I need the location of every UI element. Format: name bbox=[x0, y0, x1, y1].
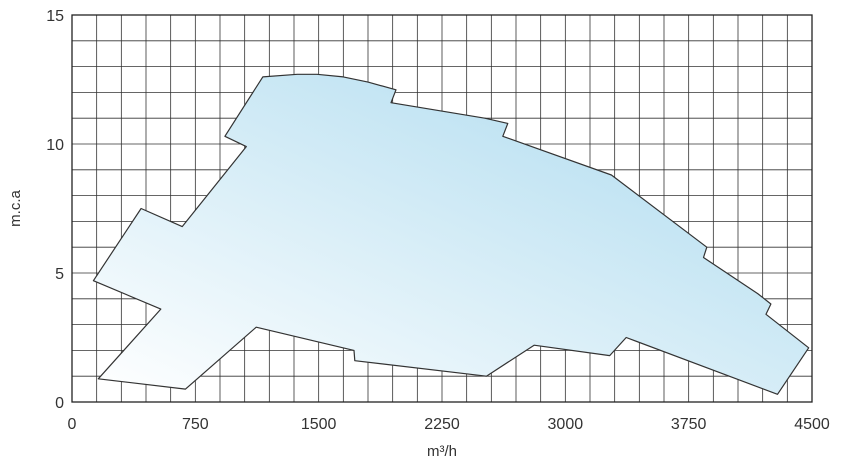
x-tick-label: 0 bbox=[68, 416, 77, 433]
x-tick-label: 3750 bbox=[671, 416, 707, 433]
x-tick-label: 750 bbox=[182, 416, 209, 433]
x-tick-label: 2250 bbox=[424, 416, 460, 433]
y-axis-label: m.c.a bbox=[7, 190, 24, 227]
x-tick-label: 4500 bbox=[794, 416, 830, 433]
y-tick-label: 5 bbox=[55, 266, 64, 283]
y-tick-label: 0 bbox=[55, 395, 64, 412]
x-tick-label: 3000 bbox=[548, 416, 584, 433]
y-tick-label: 10 bbox=[46, 137, 64, 154]
y-axis-ticks: 0 5 10 15 bbox=[46, 8, 64, 412]
x-tick-label: 1500 bbox=[301, 416, 337, 433]
x-axis-label: m³/h bbox=[427, 443, 457, 460]
operating-envelope-area bbox=[92, 73, 810, 395]
plot-frame bbox=[71, 14, 813, 403]
y-tick-label: 15 bbox=[46, 8, 64, 25]
x-axis-ticks: 0 750 1500 2250 3000 3750 4500 bbox=[68, 416, 830, 433]
